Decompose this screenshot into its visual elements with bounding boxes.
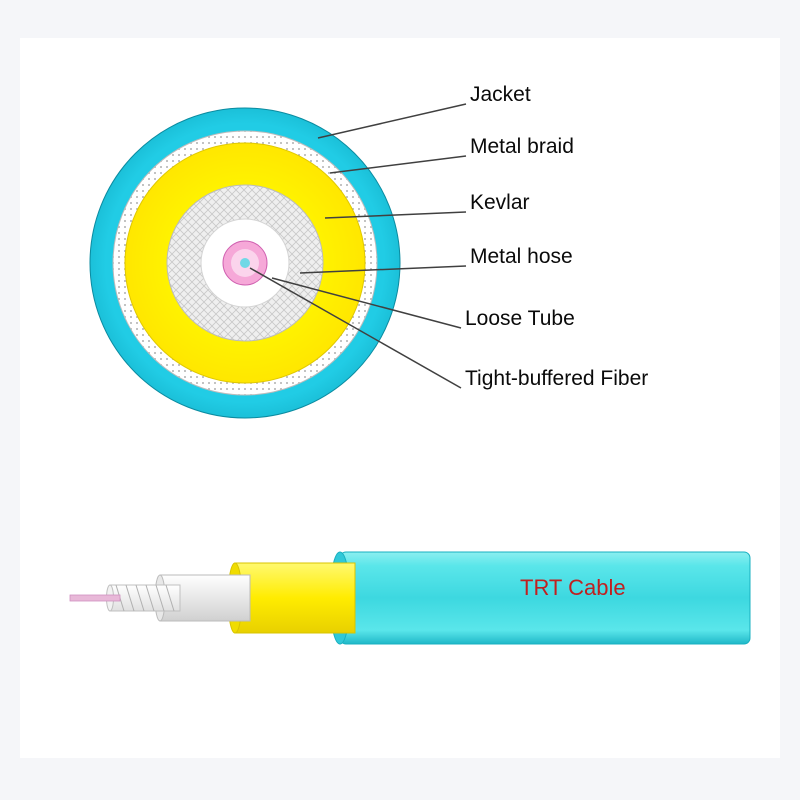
label-loose-tube: Loose Tube (465, 307, 575, 331)
fiber-core (240, 258, 250, 268)
label-jacket: Jacket (470, 83, 531, 107)
trt-cable-label: TRT Cable (520, 575, 626, 601)
side-fiber (70, 595, 120, 601)
side-view-svg (20, 498, 780, 718)
label-metal-hose: Metal hose (470, 245, 573, 269)
cross-section-svg (20, 38, 780, 498)
label-metal-braid: Metal braid (470, 135, 574, 159)
label-kevlar: Kevlar (470, 191, 530, 215)
label-fiber: Tight-buffered Fiber (465, 367, 648, 391)
side-kevlar (235, 563, 355, 633)
diagram-panel: Jacket Metal braid Kevlar Metal hose Loo… (20, 38, 780, 758)
side-cable (70, 552, 750, 644)
